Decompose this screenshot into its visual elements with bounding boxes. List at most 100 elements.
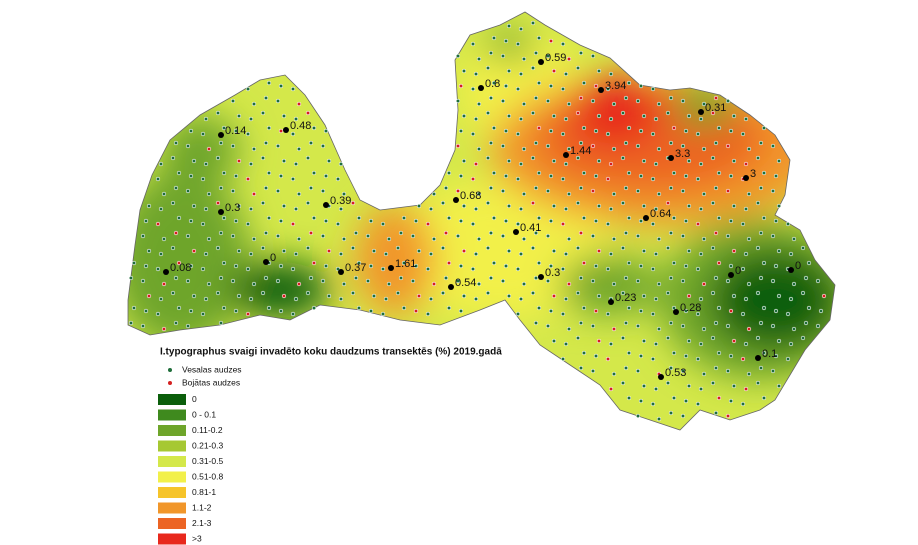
station xyxy=(293,161,299,167)
station xyxy=(701,326,707,332)
station xyxy=(296,236,302,242)
station xyxy=(326,248,332,254)
station xyxy=(731,248,737,254)
station xyxy=(761,215,767,221)
station xyxy=(686,338,692,344)
station xyxy=(170,290,176,296)
station xyxy=(596,203,602,209)
station xyxy=(575,335,581,341)
station xyxy=(575,155,581,161)
station xyxy=(665,290,671,296)
station xyxy=(590,233,596,239)
station xyxy=(635,278,641,284)
station xyxy=(371,248,377,254)
station xyxy=(605,311,611,317)
station xyxy=(536,305,542,311)
station xyxy=(398,230,404,236)
station xyxy=(698,206,704,212)
station xyxy=(521,56,527,62)
station xyxy=(311,260,317,266)
legend-label: 0.51-0.8 xyxy=(192,471,223,481)
station xyxy=(443,230,449,236)
station xyxy=(146,293,152,299)
station xyxy=(563,116,569,122)
station xyxy=(650,176,656,182)
station xyxy=(650,86,656,92)
legend-swatch xyxy=(158,409,186,421)
legend-symbol xyxy=(168,368,172,372)
station xyxy=(728,263,734,269)
station xyxy=(461,293,467,299)
station xyxy=(710,290,716,296)
station xyxy=(668,320,674,326)
station xyxy=(545,188,551,194)
station xyxy=(401,215,407,221)
station xyxy=(320,143,326,149)
station xyxy=(218,230,224,236)
station xyxy=(368,308,374,314)
sample-point xyxy=(388,265,394,271)
station xyxy=(278,83,284,89)
station xyxy=(503,173,509,179)
station xyxy=(506,203,512,209)
station xyxy=(341,236,347,242)
station xyxy=(710,245,716,251)
point-label: 0 xyxy=(795,260,801,272)
station xyxy=(743,206,749,212)
station xyxy=(683,173,689,179)
station xyxy=(215,290,221,296)
station xyxy=(188,128,194,134)
station xyxy=(731,338,737,344)
station xyxy=(650,401,656,407)
station xyxy=(251,146,257,152)
point-label: 0.3 xyxy=(225,202,240,214)
station xyxy=(548,173,554,179)
station xyxy=(626,350,632,356)
station xyxy=(530,110,536,116)
station xyxy=(641,203,647,209)
station xyxy=(158,296,164,302)
station xyxy=(635,233,641,239)
legend-label: 0 - 0.1 xyxy=(192,409,216,419)
station xyxy=(656,191,662,197)
station xyxy=(446,305,452,311)
station xyxy=(206,281,212,287)
station xyxy=(680,413,686,419)
legend-label: 1.1-2 xyxy=(192,502,212,512)
station xyxy=(338,296,344,302)
station xyxy=(671,260,677,266)
station xyxy=(596,293,602,299)
station xyxy=(470,86,476,92)
station xyxy=(611,281,617,287)
station xyxy=(143,218,149,224)
station xyxy=(545,98,551,104)
station xyxy=(350,200,356,206)
station xyxy=(530,20,536,26)
station xyxy=(380,221,386,227)
station xyxy=(311,215,317,221)
station xyxy=(323,263,329,269)
station xyxy=(560,266,566,272)
station xyxy=(245,311,251,317)
station xyxy=(761,125,767,131)
station xyxy=(503,263,509,269)
station xyxy=(695,131,701,137)
station xyxy=(503,218,509,224)
station xyxy=(185,233,191,239)
station xyxy=(683,263,689,269)
station xyxy=(275,233,281,239)
station xyxy=(545,278,551,284)
station xyxy=(536,260,542,266)
station xyxy=(455,98,461,104)
station xyxy=(806,305,812,311)
station xyxy=(698,251,704,257)
station xyxy=(593,173,599,179)
station xyxy=(581,350,587,356)
station xyxy=(641,158,647,164)
station xyxy=(713,95,719,101)
station xyxy=(431,281,437,287)
station xyxy=(638,218,644,224)
station xyxy=(515,131,521,137)
station xyxy=(245,86,251,92)
station xyxy=(320,278,326,284)
